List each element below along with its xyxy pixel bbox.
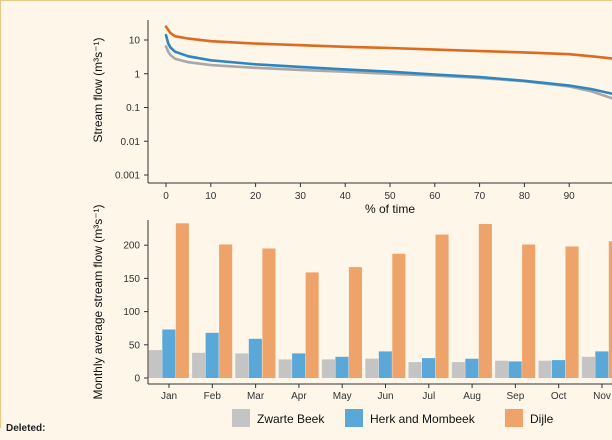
top-y-tick-label: 1 (134, 69, 140, 80)
bottom-x-tick-label: Aug (463, 391, 481, 402)
bar-dijle-nov (608, 241, 612, 378)
bar-herk-and-mombeek-apr (292, 353, 306, 378)
bar-zwarte-beek-nov (581, 356, 595, 378)
top-y-tick-label: 0.001 (115, 171, 140, 182)
bar-dijle-may (348, 267, 362, 378)
top-x-tick-label: 20 (250, 191, 262, 202)
bar-herk-and-mombeek-jun (378, 351, 392, 378)
bar-zwarte-beek-may (321, 359, 335, 378)
bar-dijle-feb (219, 244, 233, 378)
bar-dijle-sep (522, 244, 536, 378)
bar-zwarte-beek-mar (235, 353, 249, 378)
bar-herk-and-mombeek-sep (508, 361, 522, 378)
bar-zwarte-beek-feb (192, 352, 206, 378)
top-x-axis-title: % of time (365, 202, 415, 216)
bottom-x-tick-label: Sep (507, 391, 525, 402)
bottom-y-tick-label: 0 (134, 374, 140, 385)
bar-zwarte-beek-aug (451, 362, 465, 378)
bottom-x-tick-label: Mar (247, 391, 265, 402)
bottom-x-tick-label: Oct (551, 391, 567, 402)
bar-herk-and-mombeek-feb (205, 332, 219, 378)
bottom-y-tick-label: 50 (129, 340, 141, 351)
bar-zwarte-beek-apr (278, 359, 292, 378)
bottom-x-tick-label: Feb (204, 391, 222, 402)
line-series-herk-and-mombeek (164, 33, 612, 95)
top-y-tick-label: 0.1 (126, 103, 140, 114)
bar-zwarte-beek-oct (538, 360, 552, 378)
top-x-tick-label: 60 (429, 191, 441, 202)
bar-dijle-oct (565, 246, 579, 378)
top-y-tick-label: 10 (129, 36, 141, 47)
legend-label-dijle: Dijle (530, 412, 554, 426)
top-x-tick-label: 40 (340, 191, 352, 202)
bar-zwarte-beek-jun (365, 358, 379, 378)
top-x-tick-label: 90 (564, 191, 576, 202)
bottom-x-tick-label: Nov (593, 391, 611, 402)
bar-dijle-jul (435, 234, 449, 378)
bar-herk-and-mombeek-aug (465, 358, 479, 378)
bar-dijle-jun (392, 253, 406, 378)
bottom-x-tick-label: Jul (422, 391, 435, 402)
bar-herk-and-mombeek-jul (422, 358, 436, 378)
top-x-tick-label: 70 (474, 191, 486, 202)
legend-swatch-dijle (505, 409, 523, 427)
bar-herk-and-mombeek-may (335, 356, 349, 378)
top-x-tick-label: 0 (163, 191, 169, 202)
bottom-y-tick-label: 150 (123, 274, 140, 285)
bar-herk-and-mombeek-oct (552, 360, 566, 378)
bar-dijle-jan (175, 223, 189, 378)
legend-label-herk-and-mombeek: Herk and Mombeek (370, 412, 476, 426)
bar-zwarte-beek-jul (408, 362, 422, 378)
document-frame (0, 0, 612, 428)
top-y-axis-title: Stream flow (m³s⁻¹) (91, 37, 105, 142)
bar-herk-and-mombeek-nov (595, 351, 609, 378)
bottom-y-tick-label: 200 (123, 241, 140, 252)
legend-swatch-zwarte-beek (232, 409, 250, 427)
bottom-x-tick-label: Jun (377, 391, 393, 402)
bar-dijle-apr (305, 272, 319, 378)
line-series-dijle (164, 25, 612, 60)
bar-herk-and-mombeek-jan (162, 329, 176, 378)
legend-swatch-herk-and-mombeek (345, 409, 363, 427)
bar-zwarte-beek-jan (148, 350, 162, 378)
bar-dijle-aug (478, 224, 492, 378)
legend-label-zwarte-beek: Zwarte Beek (257, 412, 325, 426)
top-y-tick-label: 0.01 (121, 137, 141, 148)
top-x-tick-label: 50 (384, 191, 396, 202)
bar-zwarte-beek-sep (495, 360, 509, 378)
bottom-y-tick-label: 100 (123, 307, 140, 318)
bottom-y-axis-title: Monthly average stream flow (m³s⁻¹) (91, 204, 105, 399)
top-x-tick-label: 80 (519, 191, 531, 202)
bar-dijle-mar (262, 248, 276, 378)
deleted-label: Deleted: (6, 423, 46, 434)
bottom-x-tick-label: Jan (161, 391, 177, 402)
bottom-x-tick-label: May (333, 391, 352, 402)
bar-herk-and-mombeek-mar (248, 338, 262, 378)
top-x-tick-label: 10 (205, 191, 217, 202)
top-x-tick-label: 30 (295, 191, 307, 202)
bottom-x-tick-label: Apr (291, 391, 307, 402)
